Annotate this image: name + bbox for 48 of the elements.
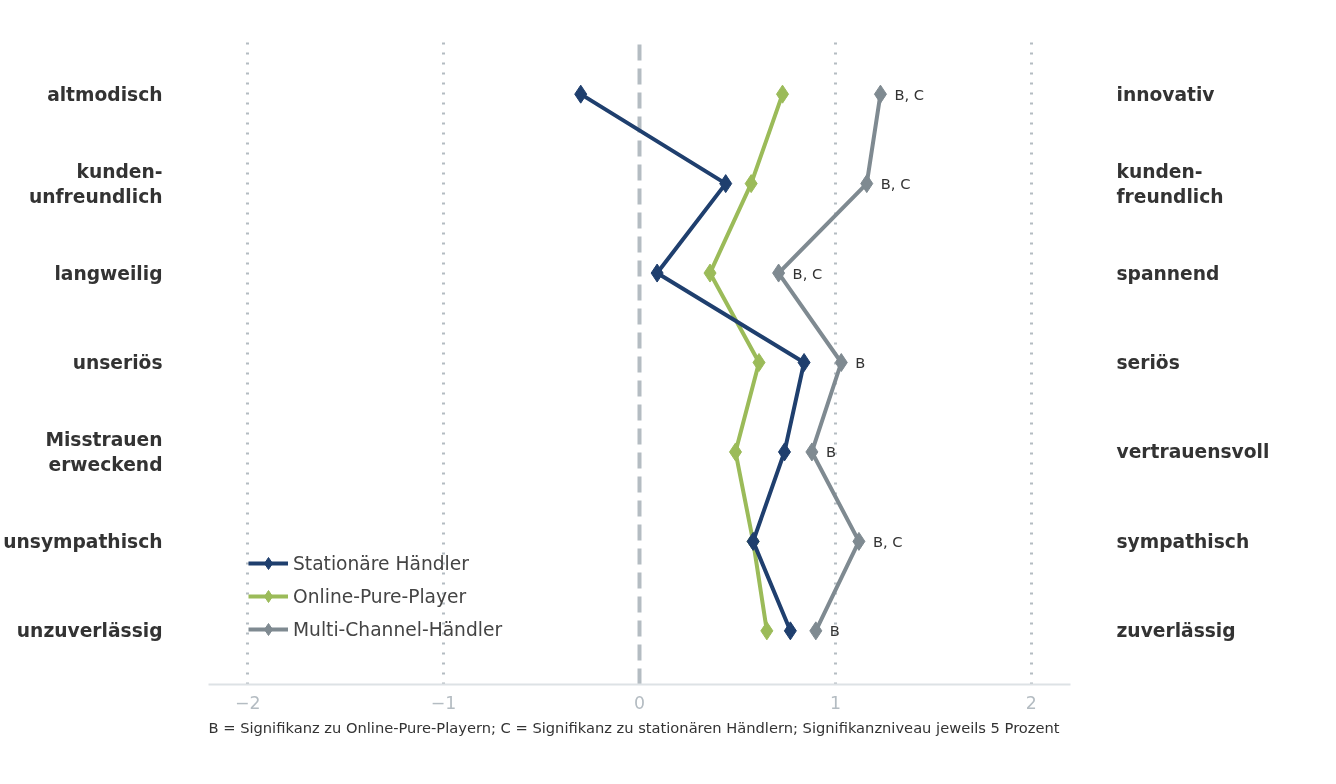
y2-tick-label: spannend bbox=[1116, 262, 1220, 284]
point bbox=[650, 263, 664, 283]
y2-tick-label: seriös bbox=[1116, 352, 1180, 373]
y2-tick-label: zuverlässig bbox=[1116, 620, 1236, 642]
point bbox=[574, 84, 588, 104]
x-tick-label: 1 bbox=[829, 692, 841, 713]
legend-label: Multi-Channel-Händler bbox=[293, 618, 503, 640]
legend-label: Stationäre Händler bbox=[293, 552, 469, 574]
y-tick-label: kunden- unfreundlich bbox=[28, 160, 163, 207]
point bbox=[797, 353, 811, 372]
annotation: B bbox=[855, 354, 866, 371]
point bbox=[776, 84, 790, 104]
point bbox=[703, 263, 717, 283]
x-tick-label: 2 bbox=[1025, 692, 1037, 713]
y-tick-label: Misstrauen erweckend bbox=[45, 428, 163, 476]
point bbox=[760, 621, 774, 641]
y2-tick-label: vertrauensvoll bbox=[1116, 441, 1270, 463]
y2-tick-label: innovativ bbox=[1116, 83, 1215, 105]
point bbox=[852, 531, 866, 551]
point bbox=[809, 621, 823, 641]
annotation: B, C bbox=[894, 85, 925, 103]
y2-tick-label: sympathisch bbox=[1116, 530, 1250, 552]
annotation: B, C bbox=[792, 264, 823, 282]
point bbox=[772, 263, 786, 283]
y-tick-label: altmodisch bbox=[47, 83, 163, 105]
x-tick-label: −2 bbox=[234, 692, 261, 713]
legend-label: Online-Pure-Player bbox=[293, 585, 467, 607]
point bbox=[783, 621, 797, 641]
point bbox=[752, 353, 766, 372]
y-tick-label: unzuverlässig bbox=[16, 620, 163, 642]
text: B = Signifikanz zu Online-Pure-Playern; C = Signifikanz zu stationären Händlern; Signifikanzniveau jeweils 5 Prozent bbox=[208, 718, 1060, 736]
annotation: B bbox=[825, 443, 836, 461]
point bbox=[873, 84, 887, 104]
annotation: B bbox=[829, 622, 840, 640]
x-tick-label: −1 bbox=[430, 692, 457, 713]
point bbox=[834, 353, 848, 372]
x-tick-label: 0 bbox=[633, 692, 646, 713]
y-tick-label: unsympathisch bbox=[3, 530, 163, 552]
y2-tick-label: kunden- freundlich bbox=[1116, 160, 1224, 207]
y-tick-label: langweilig bbox=[54, 262, 163, 284]
point bbox=[777, 442, 791, 462]
annotation: B, C bbox=[880, 175, 911, 193]
point bbox=[860, 174, 874, 194]
annotation: B, C bbox=[872, 532, 903, 550]
point bbox=[744, 174, 758, 194]
point bbox=[719, 174, 733, 194]
point bbox=[805, 442, 819, 462]
y-tick-label: unseriös bbox=[72, 352, 163, 373]
